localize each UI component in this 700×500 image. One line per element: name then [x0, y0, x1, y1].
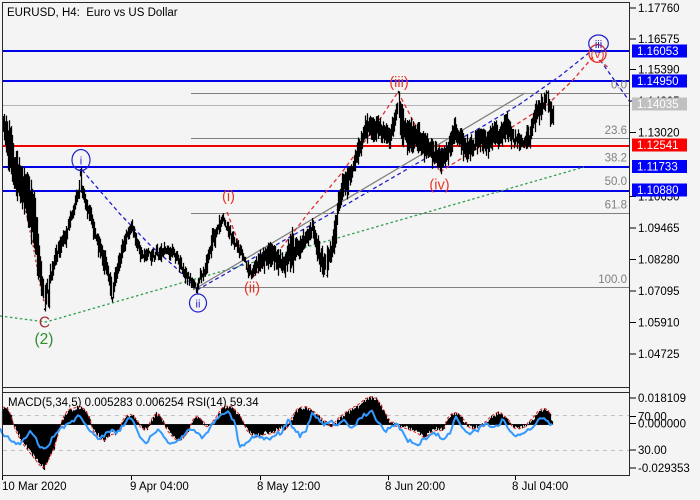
svg-text:1.04725: 1.04725 — [638, 349, 680, 361]
svg-text:23.6: 23.6 — [605, 125, 627, 137]
svg-text:8 Jul 04:00: 8 Jul 04:00 — [512, 481, 568, 493]
svg-text:30.00: 30.00 — [638, 445, 667, 457]
svg-text:1.08280: 1.08280 — [638, 255, 680, 267]
svg-text:0.018109: 0.018109 — [638, 393, 686, 405]
svg-text:9 Apr 04:00: 9 Apr 04:00 — [130, 481, 189, 493]
svg-text:(i): (i) — [222, 189, 235, 205]
svg-text:1.17760: 1.17760 — [638, 3, 680, 15]
svg-text:1.14950: 1.14950 — [637, 76, 679, 88]
svg-text:0.000000: 0.000000 — [638, 418, 686, 430]
svg-text:8 Jun 20:00: 8 Jun 20:00 — [385, 481, 445, 493]
svg-text:MACD(5,34,5) 0.005283 0.006254: MACD(5,34,5) 0.005283 0.006254 RSI(14) 5… — [8, 397, 259, 409]
svg-text:C: C — [39, 315, 50, 332]
svg-text:50.0: 50.0 — [605, 176, 627, 188]
svg-text:i: i — [80, 156, 82, 168]
svg-text:ii: ii — [196, 299, 201, 311]
svg-text:1.16053: 1.16053 — [637, 46, 679, 58]
svg-text:100.0: 100.0 — [598, 274, 627, 286]
svg-text:(iv): (iv) — [429, 178, 449, 194]
svg-text:70.00: 70.00 — [638, 412, 667, 424]
svg-text:iii: iii — [595, 39, 602, 51]
svg-text:(iii): (iii) — [389, 75, 408, 91]
svg-text:61.8: 61.8 — [605, 200, 627, 212]
svg-text:-0.029353: -0.029353 — [638, 463, 690, 475]
svg-text:1.14035: 1.14035 — [637, 99, 679, 111]
svg-text:38.2: 38.2 — [605, 153, 627, 165]
svg-text:1.11733: 1.11733 — [637, 162, 678, 174]
svg-text:EURUSD, H4: Euro vs US Dollar: EURUSD, H4: Euro vs US Dollar — [7, 7, 178, 19]
svg-text:(2): (2) — [35, 331, 54, 348]
svg-text:1.05910: 1.05910 — [638, 318, 680, 330]
svg-text:10 Mar 2020: 10 Mar 2020 — [2, 481, 67, 493]
svg-text:1.13020: 1.13020 — [638, 128, 680, 140]
svg-text:1.07095: 1.07095 — [638, 286, 680, 298]
svg-text:1.15390: 1.15390 — [638, 65, 680, 77]
svg-text:1.12541: 1.12541 — [637, 140, 679, 152]
svg-text:8 May 12:00: 8 May 12:00 — [257, 481, 320, 493]
svg-text:(ii): (ii) — [244, 281, 260, 297]
svg-text:1.16575: 1.16575 — [638, 34, 680, 46]
svg-text:1.10880: 1.10880 — [637, 185, 679, 197]
svg-text:1.09465: 1.09465 — [638, 223, 680, 235]
